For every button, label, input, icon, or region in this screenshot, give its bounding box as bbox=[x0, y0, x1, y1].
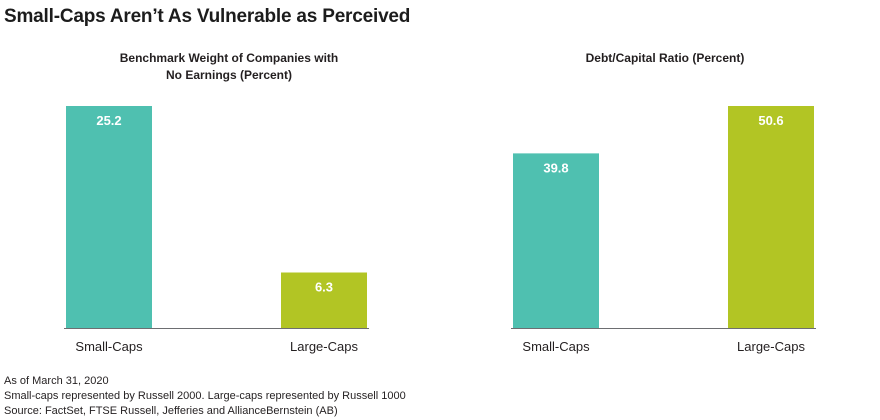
bar-value-label: 6.3 bbox=[315, 280, 333, 295]
bar-small-caps bbox=[513, 153, 599, 328]
panel-title-line: No Earnings (Percent) bbox=[165, 68, 293, 82]
category-label: Small-Caps bbox=[75, 339, 143, 354]
panel-title-debt-capital: Debt/Capital Ratio (Percent) bbox=[520, 50, 810, 67]
category-label: Large-Caps bbox=[737, 339, 805, 354]
bar-value-label: 39.8 bbox=[543, 160, 568, 175]
panel-title-line: Debt/Capital Ratio (Percent) bbox=[585, 51, 745, 65]
footnote-representation: Small-caps represented by Russell 2000. … bbox=[4, 390, 406, 402]
bar-small-caps bbox=[66, 106, 152, 328]
bar-value-label: 25.2 bbox=[96, 113, 121, 128]
bar-value-label: 50.6 bbox=[758, 113, 783, 128]
footnotes: As of March 31, 2020 Small-caps represen… bbox=[4, 374, 406, 419]
bar-large-caps bbox=[728, 106, 814, 328]
panel-title-no-earnings: Benchmark Weight of Companies with No Ea… bbox=[84, 50, 374, 84]
chart-title: Small-Caps Aren’t As Vulnerable as Perce… bbox=[4, 6, 411, 27]
footnote-date: As of March 31, 2020 bbox=[4, 375, 109, 387]
category-label: Small-Caps bbox=[522, 339, 590, 354]
bar-large-caps bbox=[281, 272, 367, 328]
footnote-source: Source: FactSet, FTSE Russell, Jefferies… bbox=[4, 405, 338, 417]
panel-title-line: Benchmark Weight of Companies with bbox=[119, 51, 339, 65]
category-label: Large-Caps bbox=[290, 339, 358, 354]
